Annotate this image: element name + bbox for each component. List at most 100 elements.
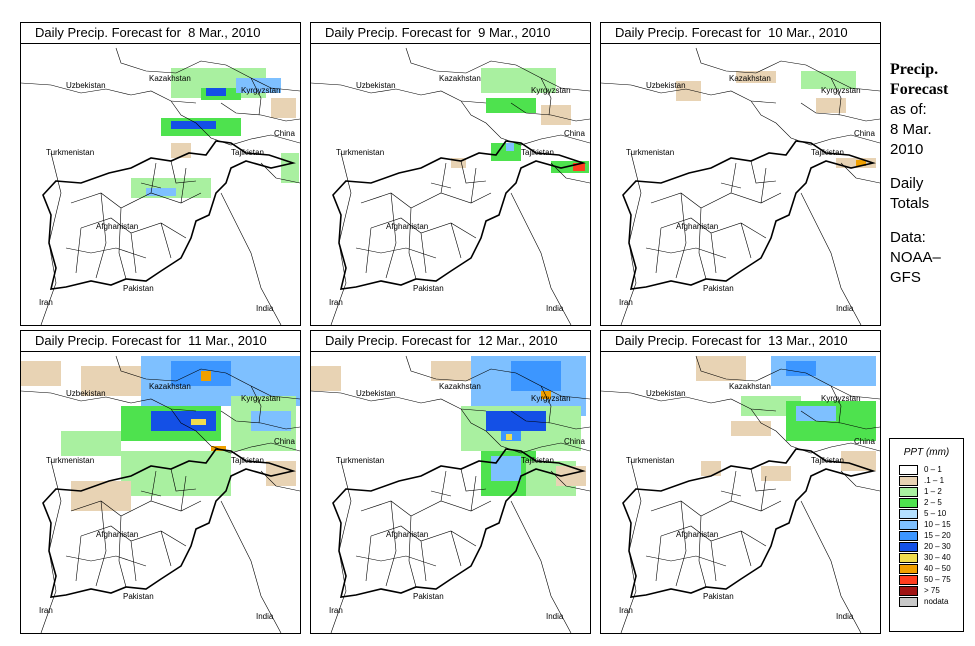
label-china: China bbox=[274, 437, 295, 446]
legend-swatch bbox=[899, 475, 918, 486]
panel-title: Daily Precip. Forecast for 12 Mar., 2010 bbox=[311, 331, 590, 352]
label-pakistan: Pakistan bbox=[703, 284, 734, 293]
ppt-legend: PPT (mm) 0 – 1 .1 – 1 1 – 2 2 – 5 5 – 10 10 –… bbox=[889, 438, 964, 632]
legend-label: > 75 bbox=[924, 586, 940, 595]
label-uzbekistan: Uzbekistan bbox=[646, 389, 686, 398]
precip-map: Uzbekistan Kazakhstan Kyrgyzstan China T… bbox=[311, 355, 590, 633]
panel-title: Daily Precip. Forecast for 11 Mar., 2010 bbox=[21, 331, 300, 352]
label-china: China bbox=[854, 437, 875, 446]
label-india: India bbox=[546, 612, 564, 621]
label-turkmenistan: Turkmenistan bbox=[626, 148, 674, 157]
legend-label: 50 – 75 bbox=[924, 575, 951, 584]
legend-rows: 0 – 1 .1 – 1 1 – 2 2 – 5 5 – 10 10 – 15 15 – 2… bbox=[890, 464, 963, 607]
legend-label: .1 – 1 bbox=[924, 476, 945, 485]
label-india: India bbox=[546, 304, 564, 313]
label-pakistan: Pakistan bbox=[413, 592, 444, 601]
data-source-line2: GFS bbox=[890, 269, 921, 286]
map-panel-11-mar: Daily Precip. Forecast for 11 Mar., 2010… bbox=[20, 330, 301, 634]
label-uzbekistan: Uzbekistan bbox=[66, 81, 106, 90]
panel-title: Daily Precip. Forecast for 8 Mar., 2010 bbox=[21, 23, 300, 44]
data-source-line1: NOAA– bbox=[890, 249, 941, 266]
label-uzbekistan: Uzbekistan bbox=[646, 81, 686, 90]
label-china: China bbox=[854, 129, 875, 138]
label-tajikistan: Tajikistan bbox=[231, 456, 264, 465]
data-label: Data: bbox=[890, 229, 926, 246]
legend-item: nodata bbox=[899, 596, 963, 607]
legend-item: > 75 bbox=[899, 585, 963, 596]
label-turkmenistan: Turkmenistan bbox=[336, 456, 384, 465]
precip-map: Uzbekistan Kazakhstan Kyrgyzstan China T… bbox=[21, 355, 300, 633]
side-heading-line2: Forecast bbox=[890, 81, 949, 98]
label-kyrgyzstan: Kyrgyzstan bbox=[531, 394, 571, 403]
label-iran: Iran bbox=[329, 606, 343, 615]
label-uzbekistan: Uzbekistan bbox=[356, 81, 396, 90]
label-afghanistan: Afghanistan bbox=[96, 222, 138, 231]
legend-swatch bbox=[899, 574, 918, 585]
label-kazakhstan: Kazakhstan bbox=[729, 382, 771, 391]
legend-swatch bbox=[899, 563, 918, 574]
legend-swatch bbox=[899, 519, 918, 530]
legend-label: 30 – 40 bbox=[924, 553, 951, 562]
panel-title: Daily Precip. Forecast for 13 Mar., 2010 bbox=[601, 331, 880, 352]
label-iran: Iran bbox=[39, 298, 53, 307]
legend-label: 0 – 1 bbox=[924, 465, 942, 474]
label-india: India bbox=[836, 612, 854, 621]
label-uzbekistan: Uzbekistan bbox=[356, 389, 396, 398]
legend-swatch bbox=[899, 530, 918, 541]
side-heading-line1: Precip. bbox=[890, 61, 939, 78]
asof-date-line2: 2010 bbox=[890, 141, 924, 158]
precip-overlay bbox=[451, 68, 589, 173]
label-afghanistan: Afghanistan bbox=[386, 530, 428, 539]
label-kyrgyzstan: Kyrgyzstan bbox=[821, 86, 861, 95]
precip-map: Uzbekistan Kazakhstan Kyrgyzstan China T… bbox=[311, 47, 590, 325]
label-turkmenistan: Turkmenistan bbox=[46, 456, 94, 465]
precip-overlay bbox=[676, 71, 876, 168]
map-panel-13-mar: Daily Precip. Forecast for 13 Mar., 2010… bbox=[600, 330, 881, 634]
precip-map: Uzbekistan Kazakhstan Kyrgyzstan China T… bbox=[601, 355, 880, 633]
panel-title: Daily Precip. Forecast for 9 Mar., 2010 bbox=[311, 23, 590, 44]
precip-map: Uzbekistan Kazakhstan Kyrgyzstan China T… bbox=[21, 47, 300, 325]
label-tajikistan: Tajikistan bbox=[521, 456, 554, 465]
map-panel-12-mar: Daily Precip. Forecast for 12 Mar., 2010… bbox=[310, 330, 591, 634]
label-afghanistan: Afghanistan bbox=[96, 530, 138, 539]
legend-item: 0 – 1 bbox=[899, 464, 963, 475]
legend-swatch bbox=[899, 596, 918, 607]
legend-item: 5 – 10 bbox=[899, 508, 963, 519]
asof-label: as of: bbox=[890, 101, 927, 118]
precip-overlay bbox=[311, 356, 586, 496]
legend-swatch bbox=[899, 508, 918, 519]
map-panel-9-mar: Daily Precip. Forecast for 9 Mar., 2010 … bbox=[310, 22, 591, 326]
legend-swatch bbox=[899, 585, 918, 596]
precip-map: Uzbekistan Kazakhstan Kyrgyzstan China T… bbox=[601, 47, 880, 325]
daily-label-line2: Totals bbox=[890, 195, 930, 212]
side-info: Precip. Forecast as of: 8 Mar. 2010 Dail… bbox=[890, 60, 970, 288]
legend-label: 10 – 15 bbox=[924, 520, 951, 529]
legend-swatch bbox=[899, 497, 918, 508]
label-pakistan: Pakistan bbox=[123, 284, 154, 293]
label-iran: Iran bbox=[619, 606, 633, 615]
label-tajikistan: Tajikistan bbox=[231, 148, 264, 157]
legend-label: 40 – 50 bbox=[924, 564, 951, 573]
legend-item: 40 – 50 bbox=[899, 563, 963, 574]
legend-item: 50 – 75 bbox=[899, 574, 963, 585]
legend-label: 2 – 5 bbox=[924, 498, 942, 507]
label-china: China bbox=[564, 437, 585, 446]
label-pakistan: Pakistan bbox=[703, 592, 734, 601]
asof-date-line1: 8 Mar. bbox=[890, 121, 932, 138]
label-iran: Iran bbox=[329, 298, 343, 307]
legend-item: 20 – 30 bbox=[899, 541, 963, 552]
label-iran: Iran bbox=[39, 606, 53, 615]
label-tajikistan: Tajikistan bbox=[521, 148, 554, 157]
label-iran: Iran bbox=[619, 298, 633, 307]
label-india: India bbox=[256, 612, 274, 621]
legend-item: .1 – 1 bbox=[899, 475, 963, 486]
daily-label-line1: Daily bbox=[890, 175, 924, 192]
label-pakistan: Pakistan bbox=[413, 284, 444, 293]
label-afghanistan: Afghanistan bbox=[386, 222, 428, 231]
legend-item: 2 – 5 bbox=[899, 497, 963, 508]
label-kazakhstan: Kazakhstan bbox=[149, 74, 191, 83]
label-turkmenistan: Turkmenistan bbox=[336, 148, 384, 157]
label-uzbekistan: Uzbekistan bbox=[66, 389, 106, 398]
legend-swatch bbox=[899, 552, 918, 563]
legend-item: 30 – 40 bbox=[899, 552, 963, 563]
